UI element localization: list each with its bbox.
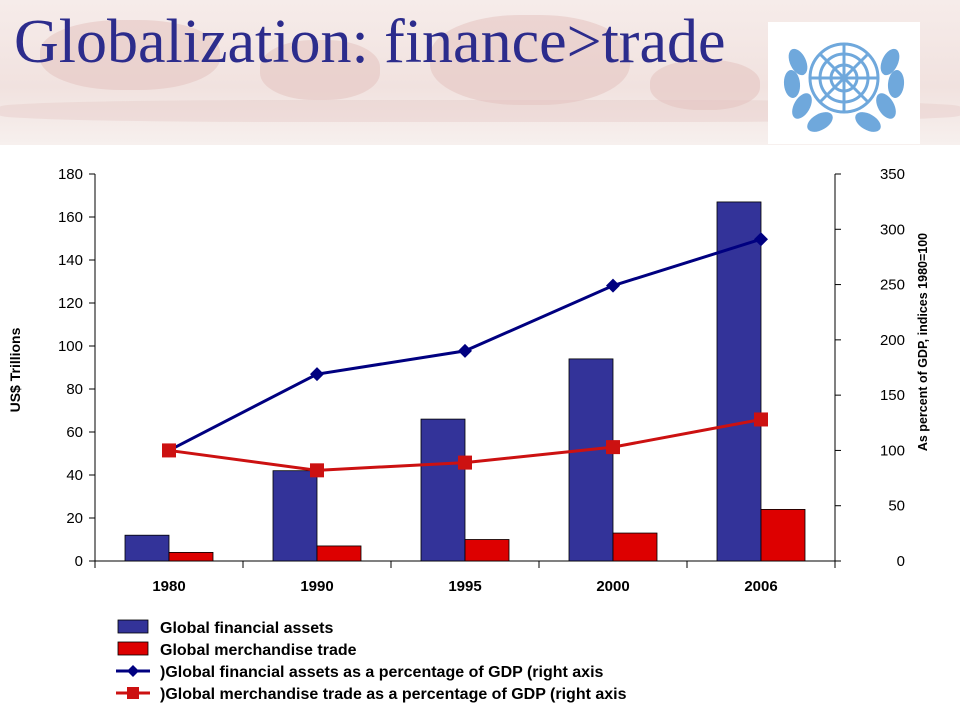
bar-financial-assets (716, 201, 762, 562)
un-emblem-logo (768, 22, 920, 144)
right-axis: 0 50 100 150 200 250 300 350 (834, 166, 905, 570)
right-tick-label: 300 (880, 221, 905, 238)
bar-financial-assets (124, 534, 170, 562)
legend-swatch-financial-assets (117, 619, 149, 634)
left-tick-label: 180 (58, 166, 83, 183)
left-tick-label: 100 (58, 338, 83, 355)
right-tick-label: 350 (880, 166, 905, 183)
left-tick-label: 60 (66, 424, 83, 441)
legend-label: Global financial assets (160, 620, 334, 637)
bar-merchandise-trade (760, 508, 806, 562)
point-merchandise-trade-pct (754, 412, 768, 427)
legend-square-marker (127, 687, 139, 699)
left-tick-label: 20 (66, 510, 83, 527)
bar-financial-assets (272, 470, 318, 562)
left-axis: 0 20 40 60 80 100 120 140 160 180 (58, 166, 96, 570)
right-tick-label: 0 (897, 553, 905, 570)
world-map-shape (0, 100, 960, 122)
bar-financial-assets (568, 358, 614, 562)
bar-merchandise-trade (612, 532, 658, 562)
lines (162, 232, 768, 478)
point-merchandise-trade-pct (162, 443, 176, 458)
legend-swatch-merchandise-trade (117, 641, 149, 656)
point-financial-assets-pct (754, 232, 768, 247)
left-tick-label: 140 (58, 252, 83, 269)
x-tick-label: 1990 (300, 578, 333, 595)
point-financial-assets-pct (606, 278, 620, 293)
slide-title: Globalization: finance>trade (14, 8, 726, 76)
title-banner: Globalization: finance>trade (0, 0, 960, 145)
point-merchandise-trade-pct (606, 440, 620, 455)
legend-label: Global merchandise trade (160, 642, 357, 659)
chart: 0 20 40 60 80 100 120 140 160 180 0 50 100 150 200 250… (7, 166, 930, 703)
world-map-shape (40, 20, 220, 90)
x-tick-label: 1980 (152, 578, 185, 595)
legend-label: )Global financial assets as a percentage… (160, 664, 604, 681)
right-tick-label: 50 (888, 498, 905, 515)
y-axis-title: US$ Trillions (7, 327, 23, 412)
bar-financial-assets (420, 418, 466, 562)
world-map-shape (430, 15, 630, 105)
right-tick-label: 250 (880, 277, 905, 294)
right-tick-label: 100 (880, 442, 905, 459)
left-tick-label: 0 (75, 553, 83, 570)
legend-diamond-marker (127, 665, 139, 677)
right-tick-label: 200 (880, 332, 905, 349)
legend-label: )Global merchandise trade as a percentag… (160, 686, 627, 703)
y2-axis-title: As percent of GDP, indices 1980=100 (916, 233, 930, 451)
bar-merchandise-trade (316, 545, 362, 562)
x-tick-label: 2006 (744, 578, 777, 595)
point-merchandise-trade-pct (310, 463, 324, 478)
bar-merchandise-trade (168, 551, 214, 562)
world-map-shape (650, 60, 760, 110)
point-financial-assets-pct (310, 367, 324, 382)
left-tick-label: 80 (66, 381, 83, 398)
category-axis: 1980 1990 1995 2000 2006 (94, 560, 836, 595)
bar-merchandise-trade (464, 539, 510, 562)
x-tick-label: 2000 (596, 578, 629, 595)
left-tick-label: 120 (58, 295, 83, 312)
left-tick-label: 40 (66, 467, 83, 484)
bars (124, 201, 806, 562)
left-tick-label: 160 (58, 209, 83, 226)
right-tick-label: 150 (880, 387, 905, 404)
world-map-shape (260, 40, 380, 100)
legend: Global financial assets Global merchandis… (116, 619, 627, 703)
x-tick-label: 1995 (448, 578, 481, 595)
point-merchandise-trade-pct (458, 455, 472, 470)
point-financial-assets-pct (458, 343, 472, 358)
